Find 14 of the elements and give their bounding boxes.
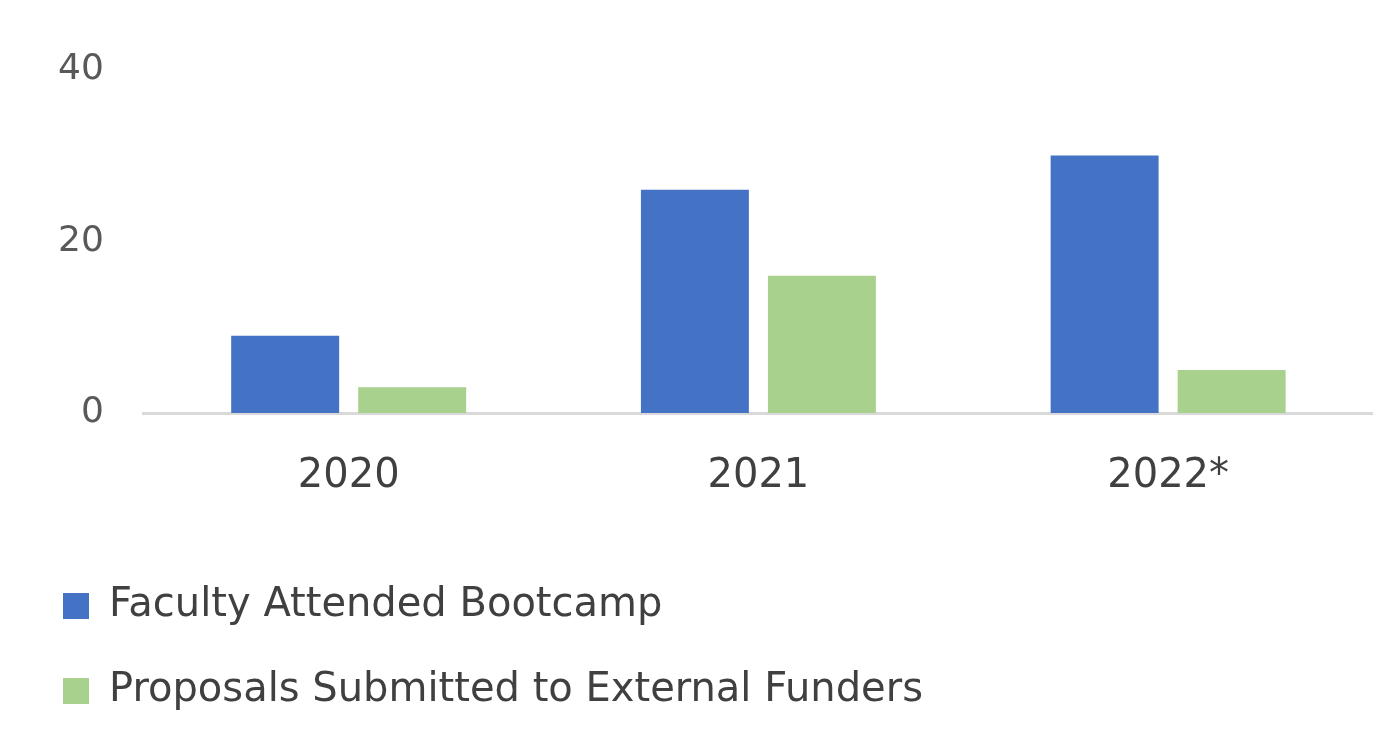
- bar: [358, 387, 467, 413]
- bar: [1050, 155, 1159, 413]
- x-tick-label: 2022*: [1107, 450, 1230, 497]
- y-tick-label: 20: [58, 217, 104, 259]
- y-tick-label: 40: [58, 45, 104, 87]
- bar: [640, 189, 749, 413]
- bar: [231, 335, 340, 413]
- legend-label: Faculty Attended Bootcamp: [109, 579, 663, 626]
- x-tick-label: 2020: [297, 450, 400, 497]
- legend-label: Proposals Submitted to External Funders: [109, 664, 923, 711]
- x-tick-label: 2021: [707, 450, 810, 497]
- y-tick-label: 0: [80, 389, 104, 431]
- bar: [1177, 370, 1286, 413]
- bar: [767, 275, 876, 413]
